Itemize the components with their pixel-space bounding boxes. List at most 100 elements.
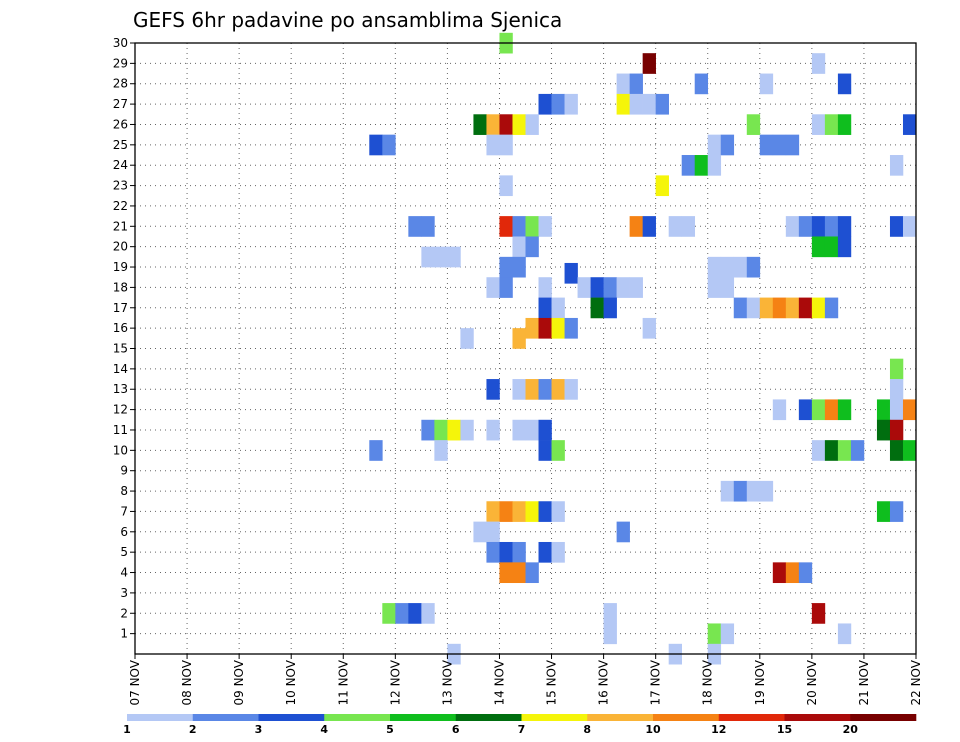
heatmap-cell — [382, 134, 396, 156]
heatmap-cell — [382, 603, 396, 624]
heatmap-cell — [629, 216, 643, 237]
y-tick-label: 18 — [113, 280, 128, 294]
heatmap-cell — [902, 216, 917, 237]
heatmap-cell — [486, 114, 500, 135]
y-tick-label: 8 — [120, 484, 128, 498]
x-tick-label: 18 NOV — [701, 659, 715, 705]
colorbar-label: 8 — [583, 723, 591, 736]
heatmap-cell — [538, 379, 552, 400]
heatmap-cell — [902, 114, 917, 135]
colorbar-label: 5 — [386, 723, 394, 736]
heatmap-cell — [525, 379, 539, 400]
heatmap-cell — [785, 134, 800, 156]
heatmap-cell — [499, 175, 513, 197]
y-tick-label: 11 — [113, 423, 128, 437]
heatmap-cell — [512, 562, 526, 584]
heatmap-cell — [694, 73, 709, 95]
heatmap-cell — [434, 419, 448, 441]
heatmap-cell — [564, 379, 578, 400]
heatmap-cell — [811, 53, 826, 74]
heatmap-cell — [889, 379, 904, 400]
heatmap-cell — [837, 236, 852, 258]
y-tick-label: 5 — [120, 545, 128, 559]
y-tick-label: 4 — [120, 566, 128, 580]
heatmap-cell — [603, 297, 617, 319]
heatmap-cell — [525, 317, 539, 339]
colorbar-label: 1 — [123, 723, 131, 736]
heatmap-cell — [525, 562, 539, 584]
x-tick-label: 16 NOV — [597, 659, 611, 705]
heatmap-cell — [538, 216, 552, 237]
heatmap-cell — [460, 328, 474, 349]
y-axis: 1234567891011121314151617181920212223242… — [113, 36, 135, 641]
heatmap-cell — [655, 175, 669, 197]
heatmap-cell — [889, 216, 904, 237]
heatmap-cell — [720, 256, 735, 278]
heatmap-cell — [629, 73, 643, 95]
heatmap-cell — [525, 216, 539, 237]
colorbar-swatch — [258, 714, 325, 721]
colorbar-label: 10 — [645, 723, 661, 736]
heatmap-cell — [499, 277, 513, 298]
heatmap-cell — [889, 399, 904, 421]
y-tick-label: 28 — [113, 77, 128, 91]
heatmap-cell — [603, 603, 617, 624]
heatmap-cell — [798, 297, 813, 319]
y-tick-label: 13 — [113, 382, 128, 396]
heatmap-cell — [824, 399, 839, 421]
heatmap-cell — [811, 216, 826, 237]
heatmap-cell — [889, 155, 904, 176]
heatmap-cell — [486, 379, 500, 400]
heatmap-cell — [798, 399, 813, 421]
heatmap-cell — [720, 134, 735, 156]
heatmap-cell — [655, 93, 669, 115]
heatmap-cell — [525, 501, 539, 522]
heatmap-cell — [421, 216, 435, 237]
heatmap-cell — [551, 501, 565, 522]
x-tick-label: 12 NOV — [388, 659, 402, 705]
colorbar-swatch — [127, 714, 194, 721]
heatmap-cell — [616, 277, 630, 298]
colorbar-swatch — [324, 714, 391, 721]
heatmap-cell — [759, 297, 774, 319]
heatmap-cell — [512, 256, 526, 278]
heatmap-cell — [642, 216, 656, 237]
y-tick-label: 24 — [113, 158, 128, 172]
heatmap-cell — [707, 155, 722, 176]
heatmap-cell — [733, 297, 748, 319]
heatmap-cell — [551, 541, 565, 563]
colorbar-label: 6 — [452, 723, 460, 736]
heatmap-cell — [824, 114, 839, 135]
heatmap-cell — [824, 216, 839, 237]
heatmap-cell — [811, 399, 826, 421]
heatmap-cell — [616, 93, 630, 115]
heatmap-cell — [772, 399, 787, 421]
heatmap-cell — [460, 419, 474, 441]
y-tick-label: 1 — [120, 627, 128, 641]
heatmap-cell — [499, 501, 513, 522]
heatmap-cell — [512, 501, 526, 522]
y-tick-label: 15 — [113, 342, 128, 356]
y-tick-label: 14 — [113, 362, 128, 376]
y-tick-label: 26 — [113, 117, 128, 131]
x-tick-label: 22 NOV — [909, 659, 923, 705]
x-tick-label: 13 NOV — [440, 659, 454, 705]
heatmap-cell — [486, 541, 500, 563]
x-tick-label: 21 NOV — [857, 659, 871, 705]
heatmap-cell — [551, 297, 565, 319]
x-axis: 07 NOV 08 NOV 09 NOV 10 NOV 11 NOV 12 NOV 13 N… — [128, 654, 923, 706]
y-tick-label: 21 — [113, 219, 128, 233]
heatmap-cell — [759, 73, 774, 95]
heatmap-cell — [473, 521, 487, 543]
heatmap-cell — [603, 623, 617, 645]
colorbar-swatch — [390, 714, 457, 721]
heatmap-cell — [564, 317, 578, 339]
colorbar-label: 12 — [711, 723, 726, 736]
heatmap-cell — [707, 277, 722, 298]
heatmap-cell — [538, 501, 552, 522]
heatmap-cell — [512, 328, 526, 349]
heatmap-cell — [616, 73, 630, 95]
heatmap-cell — [421, 419, 435, 441]
heatmap-cell — [707, 256, 722, 278]
heatmap-cell — [512, 379, 526, 400]
